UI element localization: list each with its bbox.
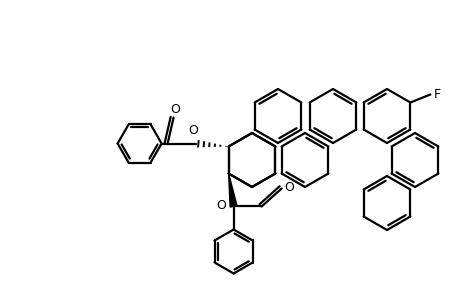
Text: O: O bbox=[216, 199, 226, 212]
Text: O: O bbox=[284, 181, 294, 194]
Text: O: O bbox=[188, 124, 198, 136]
Polygon shape bbox=[228, 173, 236, 207]
Text: O: O bbox=[170, 103, 180, 116]
Text: F: F bbox=[432, 88, 440, 101]
